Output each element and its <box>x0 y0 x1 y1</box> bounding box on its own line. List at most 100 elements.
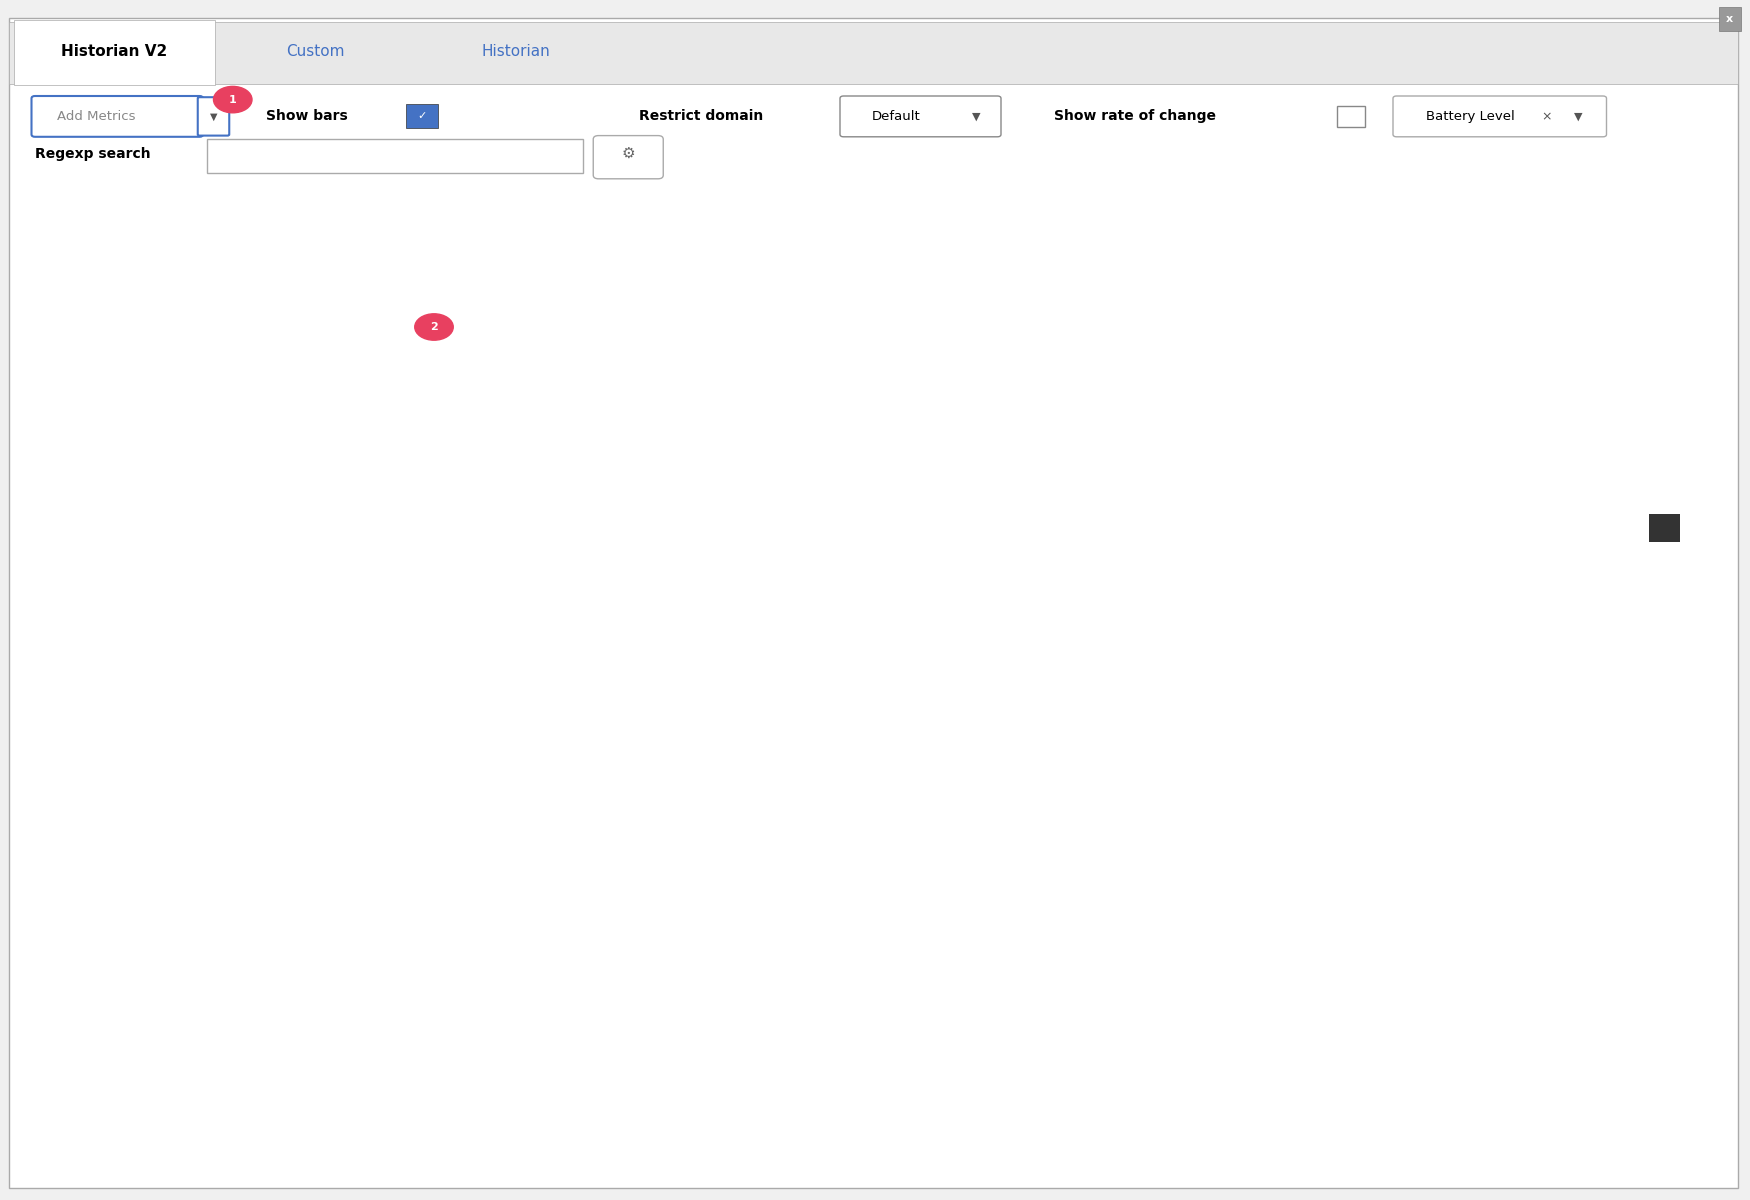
Text: 14:27:48 - 14:29:49: 14:27:48 - 14:29:49 <box>908 724 1032 737</box>
Bar <box>458 601 1587 648</box>
Bar <box>458 925 1587 972</box>
Bar <box>458 232 1587 278</box>
Text: Number of times: Number of times <box>1141 950 1244 960</box>
Text: Historian V2: Historian V2 <box>61 44 166 59</box>
Bar <box>481 613 966 636</box>
Text: 2: 2 <box>430 322 438 332</box>
Bar <box>458 416 1587 463</box>
Text: 1: 1 <box>1190 995 1197 1004</box>
Bar <box>1430 986 1554 1002</box>
Bar <box>458 324 1587 371</box>
Bar <box>458 1078 662 1096</box>
Bar <box>1158 844 1164 869</box>
Text: Duration: 2m 0s 669ms, from 14:27:48 to 14:29:49: Duration: 2m 0s 669ms, from 14:27:48 to … <box>850 282 1155 295</box>
Bar <box>458 972 1587 1018</box>
Bar <box>458 1018 1587 1063</box>
Text: 1: 1 <box>229 95 236 104</box>
Text: ✓: ✓ <box>416 112 427 121</box>
Text: COMPLETED: COMPLETED <box>973 995 1041 1004</box>
Circle shape <box>1006 630 1750 666</box>
Text: Show rate of change: Show rate of change <box>1054 109 1216 124</box>
Bar <box>458 937 1587 960</box>
FancyBboxPatch shape <box>840 96 1001 137</box>
Text: Restrict domain: Restrict domain <box>639 109 763 124</box>
Bar <box>458 878 1587 925</box>
Text: Historian: Historian <box>481 44 551 59</box>
Bar <box>1648 514 1680 542</box>
Bar <box>1718 7 1741 31</box>
Bar <box>1418 1078 1587 1096</box>
FancyBboxPatch shape <box>31 96 203 137</box>
Bar <box>1508 844 1514 869</box>
Bar <box>1452 428 1564 451</box>
X-axis label: Time (UTC UTC UTC+00:00): Time (UTC UTC UTC+00:00) <box>905 1144 1141 1159</box>
Bar <box>481 568 966 590</box>
Text: 2m 0s 669ms: 2m 0s 669ms <box>1330 995 1405 1004</box>
Bar <box>458 833 1587 878</box>
Circle shape <box>415 313 453 341</box>
Text: Regexp search: Regexp search <box>35 146 150 161</box>
Bar <box>458 694 1587 740</box>
Bar <box>458 740 1587 787</box>
Bar <box>481 336 933 359</box>
Y-axis label: Battery Level: Battery Level <box>1638 601 1652 695</box>
Text: Wifi supplicant: Wifi supplicant <box>959 950 1054 960</box>
FancyBboxPatch shape <box>198 97 229 136</box>
Text: 3: 3 <box>1430 642 1438 654</box>
Bar <box>1337 106 1365 127</box>
Bar <box>9 22 1738 84</box>
Bar <box>481 752 1564 775</box>
Text: ×: × <box>1542 110 1552 122</box>
FancyBboxPatch shape <box>1393 96 1606 137</box>
Bar <box>458 371 1587 416</box>
Bar <box>458 556 1587 601</box>
Text: Total duration: Total duration <box>1325 950 1412 960</box>
Text: Add Metrics: Add Metrics <box>58 110 135 122</box>
Text: x: x <box>1726 14 1734 24</box>
Bar <box>481 666 1564 676</box>
Text: 1 occurences: 1 occurences <box>908 836 990 850</box>
Bar <box>458 787 1587 833</box>
Circle shape <box>214 86 252 113</box>
Bar <box>481 660 1564 683</box>
Bar <box>458 186 1587 232</box>
Text: Custom: Custom <box>285 44 345 59</box>
Bar <box>481 798 1564 821</box>
Bar <box>662 1078 854 1096</box>
Bar <box>481 428 966 451</box>
FancyBboxPatch shape <box>593 136 663 179</box>
Bar <box>481 890 1587 913</box>
Text: active duration: 2m 0s 669ms: active duration: 2m 0s 669ms <box>908 799 1116 812</box>
Text: Show bars: Show bars <box>266 109 348 124</box>
Bar <box>458 278 1587 324</box>
FancyBboxPatch shape <box>826 149 1559 316</box>
Bar <box>1440 568 1564 590</box>
Bar <box>1440 613 1564 636</box>
Bar <box>481 844 487 869</box>
Bar <box>481 239 487 271</box>
Bar <box>901 934 1461 978</box>
Bar <box>901 978 1461 1021</box>
Text: Oct 10 2023: Oct 10 2023 <box>908 685 985 698</box>
Bar <box>206 139 583 173</box>
FancyBboxPatch shape <box>882 625 1559 1032</box>
Text: ▼: ▼ <box>973 112 980 121</box>
Bar <box>1022 198 1587 221</box>
Bar <box>481 521 966 544</box>
Bar <box>481 706 1564 728</box>
Text: Discharge rate: 0.00 % / hour (0.00 mA): Discharge rate: 0.00 % / hour (0.00 mA) <box>850 244 1088 257</box>
Text: Default: Default <box>872 110 920 122</box>
Text: ⚙: ⚙ <box>621 146 635 161</box>
Text: ▼: ▼ <box>210 112 217 121</box>
Text: ▼: ▼ <box>1575 112 1582 121</box>
Text: Current time: 14:29:43: Current time: 14:29:43 <box>850 168 1004 181</box>
Bar <box>406 104 438 128</box>
Text: Battery Level: between 100 and 100 (4864.00 and 4864.00 mAh): Battery Level: between 100 and 100 (4864… <box>850 206 1237 218</box>
Bar <box>481 290 933 313</box>
Bar <box>458 509 1587 556</box>
Bar <box>14 20 215 85</box>
Text: Wifi supplicant: Wifi supplicant <box>908 647 1024 660</box>
Bar <box>458 463 1587 509</box>
Bar <box>481 986 707 1002</box>
Bar <box>1001 844 1006 869</box>
